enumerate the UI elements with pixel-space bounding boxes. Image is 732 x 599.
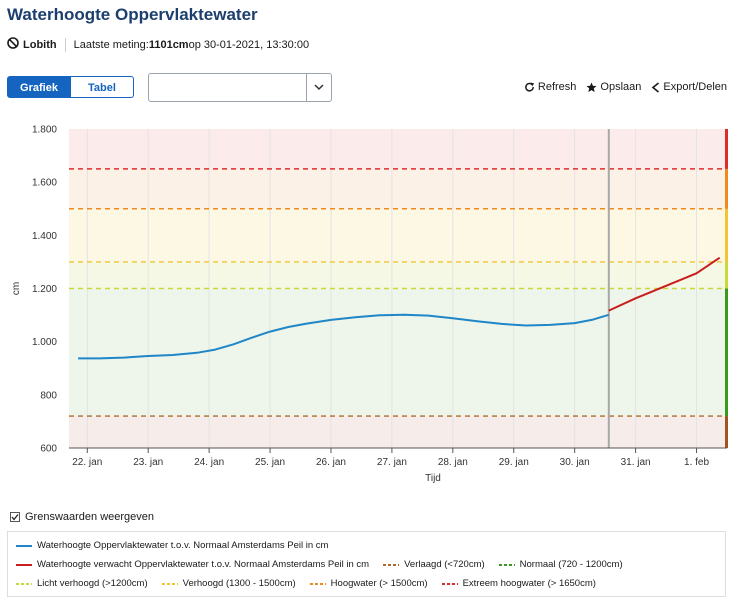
legend-label: Waterhoogte verwacht Oppervlaktewater t.… xyxy=(37,559,370,570)
x-tick-label: 25. jan xyxy=(255,457,285,468)
legend-item[interactable]: Verlaagd (<720cm) xyxy=(383,559,485,570)
last-measurement-time: op 30-01-2021, 13:30:00 xyxy=(188,38,310,51)
refresh-button[interactable]: Refresh xyxy=(524,81,577,93)
save-label: Opslaan xyxy=(600,81,642,93)
export-label: Export/Delen xyxy=(663,81,727,93)
y-axis-label: cm xyxy=(11,282,22,295)
refresh-icon xyxy=(525,81,534,92)
y-tick-label: 600 xyxy=(40,444,57,455)
x-tick-label: 1. feb xyxy=(684,457,709,468)
meta-divider xyxy=(64,37,66,52)
threshold-band xyxy=(69,288,727,417)
y-tick-label: 1.800 xyxy=(32,125,57,136)
scale-segment xyxy=(725,416,728,448)
legend-label: Waterhoogte Oppervlaktewater t.o.v. Norm… xyxy=(37,540,329,551)
legend-label: Normaal (720 - 1200cm) xyxy=(519,559,623,570)
last-measurement-label: Laatste meting: xyxy=(73,38,149,51)
legend-item[interactable]: Waterhoogte Oppervlaktewater t.o.v. Norm… xyxy=(16,540,328,551)
save-button[interactable]: Opslaan xyxy=(586,81,641,93)
legend-label: Licht verhoogd (>1200cm) xyxy=(37,578,148,589)
view-tabs: Grafiek Tabel xyxy=(7,76,134,98)
legend-item[interactable]: Hoogwater (> 1500cm) xyxy=(309,578,428,589)
x-axis-label: Tijd xyxy=(425,473,441,484)
y-tick-label: 800 xyxy=(40,390,57,401)
x-tick-label: 31. jan xyxy=(621,457,651,468)
x-tick-label: 26. jan xyxy=(316,457,346,468)
forecast-series-line xyxy=(608,256,721,312)
legend-row: Waterhoogte verwacht Oppervlaktewater t.… xyxy=(16,559,637,570)
legend-label: Extreem hoogwater (> 1650cm) xyxy=(462,578,596,589)
no-entry-icon xyxy=(7,37,19,52)
legend-dash-swatch xyxy=(16,582,32,585)
legend-dash-swatch xyxy=(161,582,178,585)
threshold-band xyxy=(69,129,727,169)
legend-dash-swatch xyxy=(383,563,400,566)
y-tick-label: 1.000 xyxy=(32,337,57,348)
y-axis-ticks: 600 800 1.000 1.200 1.400 1.600 1.800 xyxy=(32,125,57,455)
y-tick-label: 1.400 xyxy=(32,231,57,242)
scale-segment xyxy=(725,208,728,262)
y-tick-label: 1.200 xyxy=(32,284,57,295)
legend-label: Verhoogd (1300 - 1500cm) xyxy=(182,578,296,589)
legend-row: Waterhoogte Oppervlaktewater t.o.v. Norm… xyxy=(16,540,342,551)
legend-dash-swatch xyxy=(309,582,326,585)
x-tick-label: 30. jan xyxy=(560,457,590,468)
export-button[interactable]: Export/Delen xyxy=(651,81,727,93)
star-icon xyxy=(586,81,597,92)
legend-dash-swatch xyxy=(498,563,515,566)
last-measurement-value: 1101cm xyxy=(148,38,189,51)
right-color-scale xyxy=(725,129,728,448)
location-name: Lobith xyxy=(23,38,57,51)
x-tick-label: 22. jan xyxy=(72,457,102,468)
x-axis-ticks: 22. jan 23. jan 24. jan 25. jan 26. jan 27. j… xyxy=(72,448,709,468)
threshold-band xyxy=(69,168,727,209)
threshold-bands xyxy=(69,129,727,448)
scale-segment xyxy=(725,129,728,169)
chart-series xyxy=(78,256,721,360)
measured-series-line xyxy=(78,313,610,360)
x-tick-label: 23. jan xyxy=(133,457,163,468)
measurement-meta: Lobith Laatste meting: 1101cm op 30-01-2… xyxy=(7,37,309,52)
refresh-label: Refresh xyxy=(537,81,577,93)
legend-item[interactable]: Normaal (720 - 1200cm) xyxy=(498,559,623,570)
chart-actions: Refresh Opslaan Export/Delen xyxy=(514,81,727,93)
threshold-checkbox-label: Grenswaarden weergeven xyxy=(25,511,155,523)
x-tick-label: 29. jan xyxy=(499,457,529,468)
scale-segment xyxy=(725,288,728,417)
x-tick-label: 27. jan xyxy=(377,457,407,468)
legend-item[interactable]: Extreem hoogwater (> 1650cm) xyxy=(441,578,596,589)
legend-line-swatch xyxy=(16,563,32,566)
threshold-band xyxy=(69,261,727,289)
page-title: Waterhoogte Oppervlaktewater xyxy=(7,5,258,24)
threshold-band xyxy=(69,208,727,262)
tab-grafiek[interactable]: Grafiek xyxy=(7,76,71,98)
threshold-band xyxy=(69,416,727,448)
legend-item[interactable]: Waterhoogte verwacht Oppervlaktewater t.… xyxy=(16,559,369,570)
share-icon xyxy=(652,81,660,93)
legend-line-swatch xyxy=(16,544,32,547)
x-tick-label: 24. jan xyxy=(194,457,224,468)
legend-row: Licht verhoogd (>1200cm) Verhoogd (1300 -… xyxy=(16,578,610,589)
chevron-down-icon[interactable] xyxy=(306,74,331,101)
scale-segment xyxy=(725,168,728,209)
threshold-checkbox[interactable] xyxy=(10,512,20,522)
legend-item[interactable]: Licht verhoogd (>1200cm) xyxy=(16,578,148,589)
location-select[interactable] xyxy=(148,73,332,102)
tab-tabel[interactable]: Tabel xyxy=(71,76,134,98)
legend-label: Hoogwater (> 1500cm) xyxy=(330,578,428,589)
scale-segment xyxy=(725,261,728,289)
x-tick-label: 28. jan xyxy=(438,457,468,468)
chart-legend: Waterhoogte Oppervlaktewater t.o.v. Norm… xyxy=(7,531,726,597)
checkmark-icon xyxy=(11,514,19,521)
legend-label: Verlaagd (<720cm) xyxy=(404,559,485,570)
legend-item[interactable]: Verhoogd (1300 - 1500cm) xyxy=(161,578,296,589)
threshold-lines xyxy=(69,168,727,417)
y-tick-label: 1.600 xyxy=(32,178,57,189)
legend-dash-swatch xyxy=(441,582,458,585)
threshold-toggle[interactable]: Grenswaarden weergeven xyxy=(10,511,154,523)
